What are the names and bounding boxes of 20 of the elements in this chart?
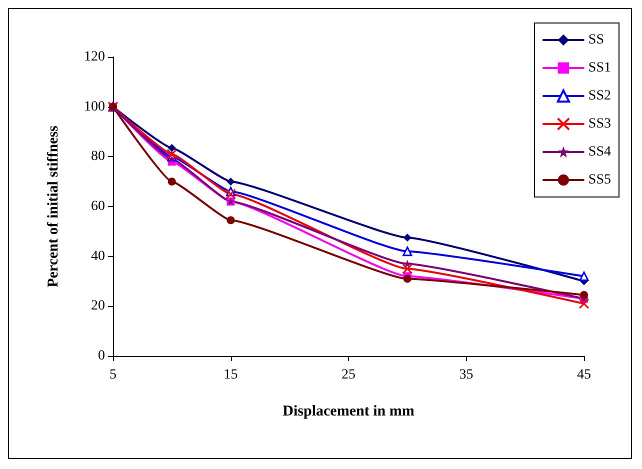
x-tick-label: 15 [224, 368, 238, 382]
y-tick-label: 60 [91, 199, 105, 214]
x-tick-label: 35 [459, 368, 474, 382]
y-tick-label: 40 [91, 248, 105, 264]
y-tick-label: 20 [91, 298, 105, 314]
legend-label: SS [588, 32, 604, 48]
y-axis-title: Percent of initial stiffness [46, 125, 62, 288]
x-axis-title: Displacement in mm [282, 404, 415, 420]
y-tick-label: 80 [91, 149, 105, 164]
legend-label: SS1 [588, 60, 612, 76]
y-tick-label: 0 [98, 348, 105, 364]
legend-label: SS5 [588, 172, 612, 188]
legend-label: SS4 [588, 144, 612, 160]
y-tick-label: 100 [84, 99, 105, 114]
legend-label: SS2 [588, 88, 612, 104]
legend-label: SS3 [588, 116, 612, 132]
x-tick-label: 25 [342, 368, 356, 382]
x-tick-label: 5 [110, 368, 116, 382]
y-tick-label: 120 [84, 50, 105, 64]
x-tick-label: 45 [577, 368, 591, 382]
